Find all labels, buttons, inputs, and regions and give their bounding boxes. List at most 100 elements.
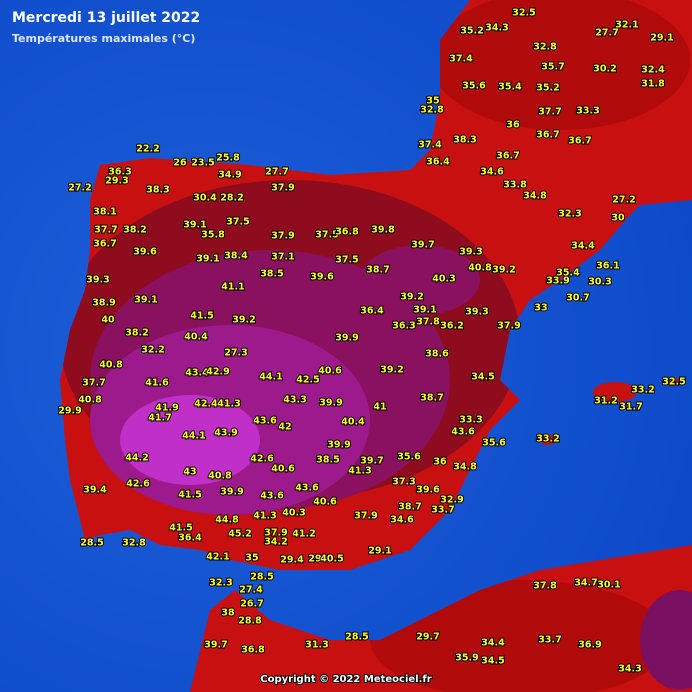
station-temp: 28.8 bbox=[238, 616, 262, 627]
station-temp: 44.1 bbox=[259, 372, 282, 383]
station-temp: 39.1 bbox=[196, 254, 219, 265]
station-temp: 35.6 bbox=[397, 452, 421, 463]
station-temp: 34.8 bbox=[453, 462, 477, 473]
station-temp: 35.4 bbox=[498, 82, 522, 93]
station-temp: 30.1 bbox=[597, 580, 620, 591]
station-temp: 37.7 bbox=[538, 107, 561, 118]
station-temp: 36 bbox=[506, 120, 520, 131]
station-temp: 25.8 bbox=[216, 153, 240, 164]
station-temp: 27.4 bbox=[239, 585, 263, 596]
station-temp: 39.6 bbox=[133, 247, 157, 258]
station-temp: 33.3 bbox=[576, 106, 599, 117]
station-temp: 41.5 bbox=[178, 490, 201, 501]
station-temp: 38.7 bbox=[420, 393, 443, 404]
station-temp: 42 bbox=[278, 422, 291, 433]
station-temp: 36.4 bbox=[178, 533, 202, 544]
station-temp: 31.3 bbox=[305, 640, 328, 651]
station-temp: 39.1 bbox=[134, 295, 157, 306]
station-temp: 28.5 bbox=[80, 538, 103, 549]
station-temp: 39.2 bbox=[492, 265, 515, 276]
station-temp: 39.6 bbox=[416, 485, 440, 496]
station-temp: 41.3 bbox=[348, 466, 371, 477]
station-temp: 32.2 bbox=[141, 345, 164, 356]
station-temp: 26.7 bbox=[240, 599, 263, 610]
station-temp: 36.3 bbox=[392, 321, 415, 332]
station-temp: 27.3 bbox=[224, 348, 247, 359]
station-temp: 38 bbox=[221, 608, 235, 619]
station-temp: 29.9 bbox=[58, 406, 81, 417]
station-temp: 39.3 bbox=[465, 307, 488, 318]
station-temp: 39.2 bbox=[400, 292, 423, 303]
station-temp: 40.6 bbox=[313, 497, 337, 508]
station-temp: 31.7 bbox=[619, 402, 642, 413]
station-temp: 41.9 bbox=[155, 403, 178, 414]
station-temp: 34.4 bbox=[481, 638, 505, 649]
station-temp: 34.3 bbox=[618, 664, 641, 675]
station-temp: 43.6 bbox=[451, 427, 475, 438]
station-temp: 39.2 bbox=[380, 365, 403, 376]
station-temp: 36.7 bbox=[536, 130, 559, 141]
station-temp: 32.4 bbox=[641, 65, 665, 76]
station-temp: 42.5 bbox=[296, 375, 319, 386]
station-temp: 30.7 bbox=[566, 293, 589, 304]
station-temp: 27.7 bbox=[595, 28, 618, 39]
station-temp: 28.2 bbox=[220, 193, 243, 204]
station-temp: 38.3 bbox=[453, 135, 476, 146]
station-temp: 36.3 bbox=[108, 167, 131, 178]
station-temp: 32.8 bbox=[420, 105, 444, 116]
copyright: Copyright © 2022 Meteociel.fr bbox=[260, 674, 431, 685]
station-temp: 30.4 bbox=[193, 193, 217, 204]
station-temp: 36.7 bbox=[496, 151, 519, 162]
station-temp: 40.8 bbox=[99, 360, 123, 371]
station-temp: 36.1 bbox=[596, 261, 619, 272]
station-temp: 35.6 bbox=[482, 438, 506, 449]
station-temp: 34.4 bbox=[571, 241, 595, 252]
station-temp: 40.6 bbox=[271, 464, 295, 475]
station-temp: 37.8 bbox=[533, 581, 557, 592]
station-temp: 38.3 bbox=[146, 185, 169, 196]
station-temp: 35.7 bbox=[541, 62, 564, 73]
station-temp: 37.9 bbox=[271, 183, 294, 194]
station-temp: 33.9 bbox=[546, 276, 569, 287]
station-temp: 41.3 bbox=[217, 399, 240, 410]
station-temp: 27.2 bbox=[612, 195, 635, 206]
station-temp: 39.9 bbox=[335, 333, 358, 344]
station-temp: 29.1 bbox=[368, 546, 391, 557]
station-temp: 29.4 bbox=[280, 555, 304, 566]
island bbox=[540, 435, 556, 445]
station-temp: 35.2 bbox=[536, 83, 559, 94]
station-temp: 38.2 bbox=[125, 328, 148, 339]
station-temp: 38.1 bbox=[93, 207, 116, 218]
station-temp: 38.9 bbox=[92, 298, 115, 309]
station-temp: 35 bbox=[245, 553, 258, 564]
station-temp: 40 bbox=[101, 315, 115, 326]
station-temp: 39.9 bbox=[327, 440, 350, 451]
station-temp: 41.5 bbox=[190, 311, 213, 322]
station-temp: 34.5 bbox=[481, 656, 504, 667]
station-temp: 34.5 bbox=[471, 372, 494, 383]
station-temp: 30 bbox=[611, 213, 625, 224]
station-temp: 32.9 bbox=[440, 495, 463, 506]
station-temp: 36.9 bbox=[578, 640, 601, 651]
station-temp: 28.5 bbox=[345, 632, 368, 643]
station-temp: 23.5 bbox=[191, 158, 214, 169]
station-temp: 41.2 bbox=[292, 529, 315, 540]
station-temp: 40.4 bbox=[184, 332, 208, 343]
station-temp: 33.2 bbox=[631, 385, 654, 396]
station-temp: 34.3 bbox=[485, 23, 508, 34]
station-temp: 38.7 bbox=[366, 265, 389, 276]
station-temp: 43 bbox=[183, 467, 196, 478]
station-temp: 43.4 bbox=[185, 368, 209, 379]
station-temp: 37.9 bbox=[264, 528, 287, 539]
station-temp: 38.7 bbox=[398, 502, 421, 513]
station-temp: 38.5 bbox=[316, 455, 339, 466]
station-temp: 40.8 bbox=[78, 395, 102, 406]
station-temp: 43.9 bbox=[214, 428, 237, 439]
station-temp: 36.7 bbox=[93, 239, 116, 250]
station-temp: 33.2 bbox=[536, 434, 559, 445]
station-temp: 45.2 bbox=[228, 529, 251, 540]
station-temp: 34.7 bbox=[574, 578, 597, 589]
station-temp: 41.6 bbox=[145, 378, 169, 389]
station-temp: 39.2 bbox=[232, 315, 255, 326]
station-temp: 33.7 bbox=[538, 635, 561, 646]
